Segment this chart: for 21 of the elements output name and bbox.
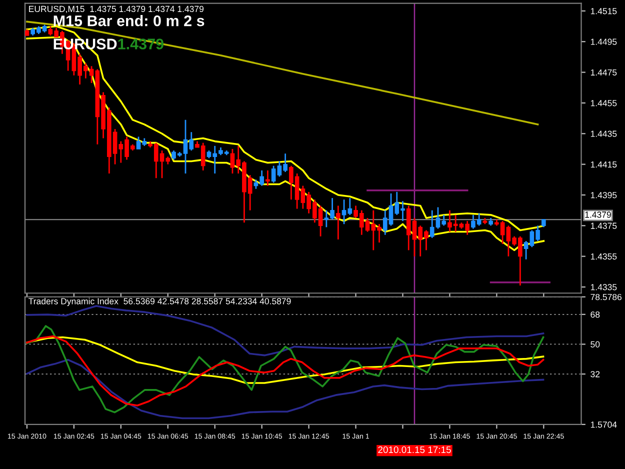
ref-line-label: 2010.01.15 17:15: [378, 446, 451, 454]
y-tick-label: 78.5786: [590, 294, 622, 300]
chart-title: EURUSD,M15 1.4375 1.4379 1.4374 1.4379: [29, 6, 204, 14]
y-tick-label: 1.4455: [590, 100, 617, 106]
y-tick-label: 1.4375: [590, 222, 617, 229]
y-tick-label: 1.4355: [590, 253, 617, 260]
y-tick-label: 1.4515: [590, 8, 617, 14]
y-tick-label: 50: [590, 341, 600, 348]
y-tick-label: 1.4495: [590, 38, 617, 45]
y-tick-label: 32: [590, 371, 600, 378]
annotation: M15 Bar end: 0 m 2 s: [54, 15, 204, 26]
ref-line-label: 1.4379: [585, 212, 611, 218]
y-tick-label: 1.5704: [590, 422, 617, 428]
chart-title: Traders Dynamic Index 56.5369 42.5478 28.5587 54.2334 40.5879: [28, 298, 291, 306]
annotation: 1.4379: [118, 38, 164, 50]
y-tick-label: 1.4475: [590, 69, 617, 76]
y-tick-label: 1.4395: [590, 192, 617, 198]
y-tick-label: 1.4335: [590, 284, 617, 290]
y-tick-label: 68: [590, 311, 600, 318]
y-tick-label: 1.4415: [590, 161, 617, 168]
y-tick-label: 1.4435: [590, 130, 617, 137]
